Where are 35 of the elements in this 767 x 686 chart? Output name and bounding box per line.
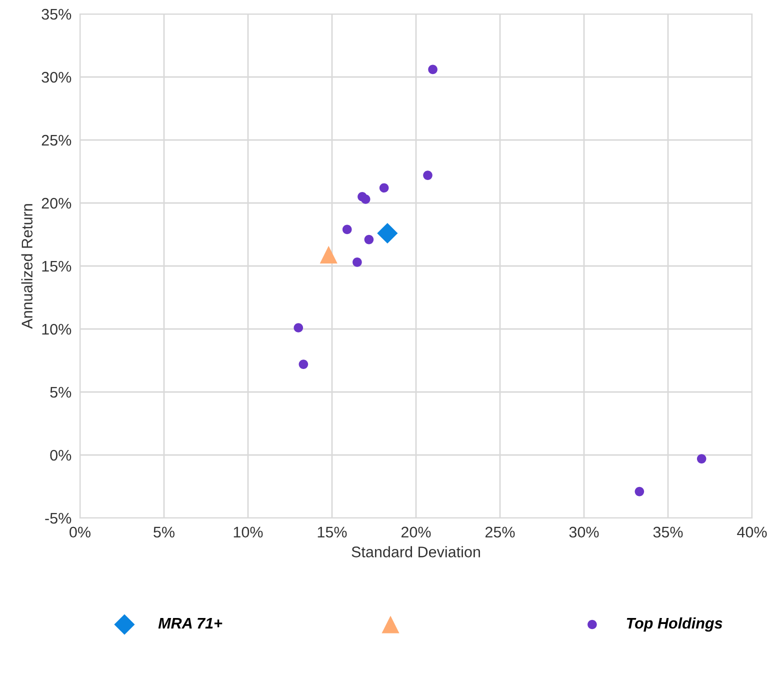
y-axis-title: Annualized Return — [21, 204, 33, 329]
point — [377, 222, 398, 244]
point — [423, 170, 432, 180]
point — [294, 323, 304, 332]
y-tick-label: 20% — [42, 198, 72, 209]
point — [379, 183, 389, 193]
point — [634, 486, 644, 496]
point — [428, 64, 438, 74]
x-tick-label: 20% — [401, 526, 431, 538]
x-tick-label: 25% — [485, 526, 515, 538]
legend-label: MRA 71+ — [158, 618, 222, 628]
x-axis-title: Standard Deviation — [352, 546, 480, 558]
y-tick-label: 15% — [42, 260, 72, 272]
x-tick-label: 40% — [737, 526, 767, 538]
y-tick-label: 30% — [42, 72, 72, 83]
x-tick-label: 30% — [569, 526, 599, 538]
x-tick-label: 15% — [318, 526, 347, 538]
point — [696, 454, 706, 464]
y-tick-label: 10% — [42, 324, 72, 335]
legend-label: Top Holdings — [626, 617, 722, 632]
y-tick-label: -5% — [45, 512, 72, 524]
x-tick-label: 5% — [154, 526, 174, 538]
point — [352, 258, 362, 267]
y-tick-label: 5% — [50, 386, 72, 398]
point — [320, 246, 338, 264]
point — [364, 234, 374, 244]
x-tick-label: 0% — [70, 526, 90, 538]
point — [298, 360, 308, 369]
point — [360, 194, 370, 204]
x-tick-label: 35% — [653, 526, 683, 538]
y-tick-label: 25% — [42, 134, 72, 146]
y-tick-label: 35% — [42, 8, 72, 20]
point — [342, 224, 352, 234]
x-tick-label: 10% — [234, 526, 263, 538]
y-tick-label: 0% — [50, 450, 72, 461]
